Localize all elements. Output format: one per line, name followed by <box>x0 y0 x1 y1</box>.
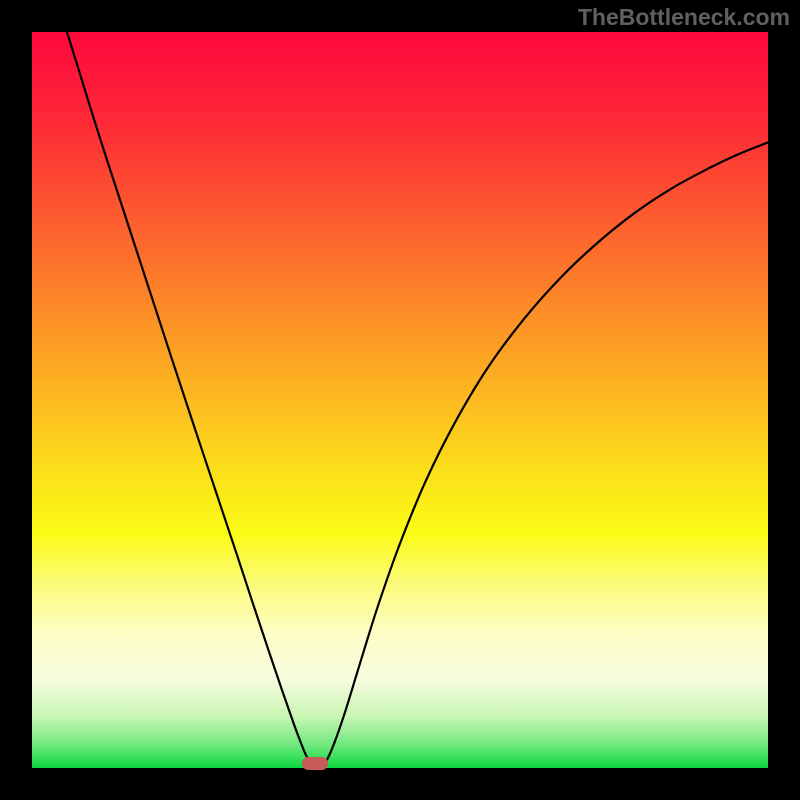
bottleneck-curve <box>32 32 768 768</box>
watermark-text: TheBottleneck.com <box>578 4 790 31</box>
chart-container: TheBottleneck.com <box>0 0 800 800</box>
plot-area <box>32 32 768 768</box>
minimum-marker <box>302 757 328 770</box>
